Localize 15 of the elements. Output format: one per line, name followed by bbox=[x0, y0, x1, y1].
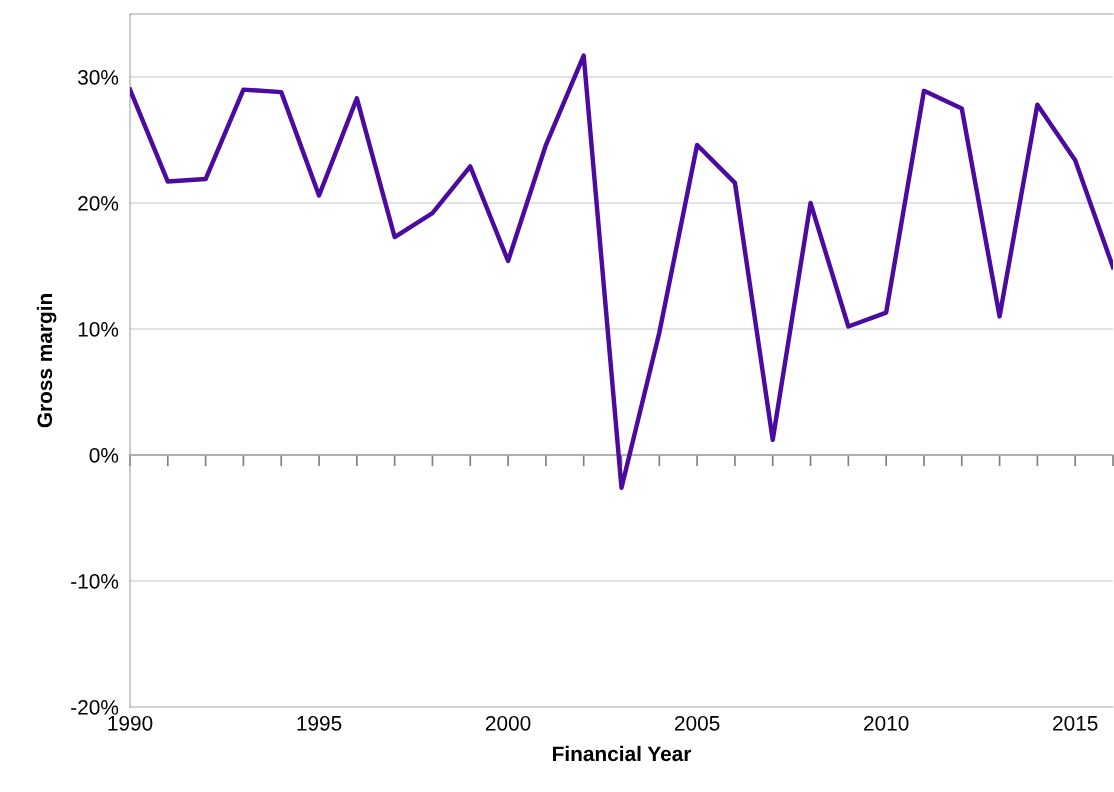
y-tick-label: 20% bbox=[78, 196, 119, 211]
x-tick-label: 1990 bbox=[108, 715, 153, 731]
y-axis-title: Gross margin bbox=[36, 294, 57, 428]
y-tick-label: 0% bbox=[89, 448, 119, 463]
y-tick-label: -10% bbox=[71, 574, 119, 589]
x-tick-label: 2015 bbox=[1053, 715, 1098, 731]
y-tick-label: -20% bbox=[71, 700, 119, 715]
x-tick-label: 2010 bbox=[864, 715, 909, 731]
x-tick-label: 2005 bbox=[674, 715, 720, 731]
x-tick-label: 1995 bbox=[297, 715, 342, 731]
line-series bbox=[130, 53, 1113, 490]
x-tick-label: 2000 bbox=[485, 715, 531, 731]
y-tick-label: 10% bbox=[78, 322, 119, 337]
x-axis-title: Financial Year bbox=[553, 745, 692, 762]
y-tick-label: 30% bbox=[77, 70, 119, 85]
